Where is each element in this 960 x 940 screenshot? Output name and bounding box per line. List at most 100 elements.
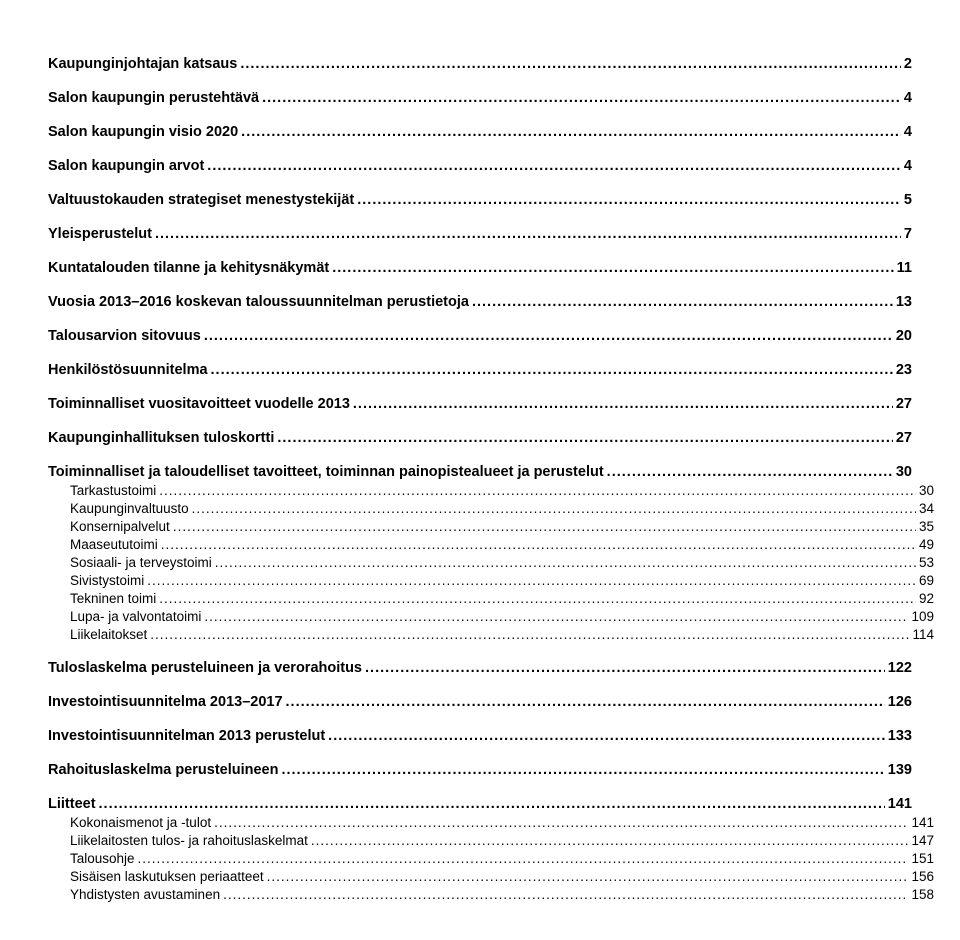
toc-entry-page: 27 — [896, 430, 912, 446]
toc-entry: Talousohje 151 — [48, 851, 934, 866]
toc-entry: Salon kaupungin arvot 4 — [48, 158, 912, 174]
toc-entry: Investointisuunnitelman 2013 perustelut 1… — [48, 728, 912, 744]
toc-dot-leader — [147, 573, 916, 588]
toc-dot-leader — [192, 501, 916, 516]
toc-entry-page: 4 — [904, 158, 912, 174]
toc-entry-label: Toiminnalliset ja taloudelliset tavoitte… — [48, 464, 604, 480]
toc-entry-page: 20 — [896, 328, 912, 344]
toc-entry-label: Sosiaali- ja terveystoimi — [70, 555, 212, 570]
toc-entry-page: 109 — [911, 609, 934, 624]
toc-entry: Liikelaitokset114 — [48, 627, 934, 642]
toc-dot-leader — [161, 537, 916, 552]
toc-dot-leader — [223, 887, 908, 902]
toc-entry-label: Vuosia 2013–2016 koskevan taloussuunnite… — [48, 294, 469, 310]
toc-entry-page: 7 — [904, 226, 912, 242]
toc-dot-leader — [353, 396, 893, 412]
toc-entry-page: 35 — [919, 519, 934, 534]
toc-dot-leader — [472, 294, 893, 310]
toc-entry: Kaupunginjohtajan katsaus2 — [48, 56, 912, 72]
toc-dot-leader — [204, 609, 908, 624]
toc-entry-label: Henkilöstösuunnitelma — [48, 362, 208, 378]
toc-entry-page: 92 — [919, 591, 934, 606]
toc-entry-page: 30 — [919, 483, 934, 498]
toc-dot-leader — [262, 90, 901, 106]
toc-dot-leader — [211, 362, 893, 378]
toc-entry-label: Kaupunginjohtajan katsaus — [48, 56, 237, 72]
toc-entry: Tekninen toimi92 — [48, 591, 934, 606]
toc-entry-page: 34 — [919, 501, 934, 516]
toc-entry: Salon kaupungin visio 2020 4 — [48, 124, 912, 140]
toc-entry: Rahoituslaskelma perusteluineen 139 — [48, 762, 912, 778]
toc-entry: Valtuustokauden strategiset menestysteki… — [48, 192, 912, 208]
toc-entry-page: 69 — [919, 573, 934, 588]
toc-dot-leader — [207, 158, 901, 174]
table-of-contents: Kaupunginjohtajan katsaus2 Salon kaupungi… — [48, 56, 912, 902]
toc-dot-leader — [215, 555, 916, 570]
toc-entry-page: 156 — [911, 869, 934, 884]
toc-dot-leader — [173, 519, 916, 534]
toc-entry: Investointisuunnitelma 2013–2017126 — [48, 694, 912, 710]
toc-dot-leader — [240, 56, 901, 72]
toc-dot-leader — [155, 226, 901, 242]
toc-entry: Salon kaupungin perustehtävä4 — [48, 90, 912, 106]
toc-dot-leader — [281, 762, 884, 778]
toc-entry-label: Tarkastustoimi — [70, 483, 156, 498]
toc-dot-leader — [332, 260, 893, 276]
toc-entry-page: 49 — [919, 537, 934, 552]
toc-entry: Toiminnalliset ja taloudelliset tavoitte… — [48, 464, 912, 480]
toc-entry-page: 23 — [896, 362, 912, 378]
toc-entry: Kaupunginvaltuusto 34 — [48, 501, 934, 516]
toc-entry-label: Valtuustokauden strategiset menestysteki… — [48, 192, 354, 208]
toc-entry-label: Investointisuunnitelman 2013 perustelut — [48, 728, 325, 744]
toc-entry-label: Yhdistysten avustaminen — [70, 887, 220, 902]
toc-entry-page: 122 — [888, 660, 912, 676]
toc-entry-label: Talousarvion sitovuus — [48, 328, 201, 344]
toc-entry-label: Liikelaitokset — [70, 627, 147, 642]
toc-entry: Henkilöstösuunnitelma 23 — [48, 362, 912, 378]
toc-entry-label: Salon kaupungin visio 2020 — [48, 124, 238, 140]
toc-entry-label: Rahoituslaskelma perusteluineen — [48, 762, 278, 778]
toc-entry-label: Salon kaupungin arvot — [48, 158, 204, 174]
toc-dot-leader — [328, 728, 885, 744]
toc-entry-page: 133 — [888, 728, 912, 744]
toc-entry-label: Liikelaitosten tulos- ja rahoituslaskelm… — [70, 833, 308, 848]
toc-dot-leader — [99, 796, 885, 812]
toc-entry-label: Konsernipalvelut — [70, 519, 170, 534]
toc-entry: Liitteet 141 — [48, 796, 912, 812]
toc-entry-page: 147 — [911, 833, 934, 848]
toc-entry: Yleisperustelut 7 — [48, 226, 912, 242]
toc-entry-page: 30 — [896, 464, 912, 480]
toc-dot-leader — [607, 464, 893, 480]
toc-entry-page: 139 — [888, 762, 912, 778]
toc-dot-leader — [138, 851, 909, 866]
toc-entry-label: Kaupunginvaltuusto — [70, 501, 189, 516]
toc-entry-label: Tuloslaskelma perusteluineen ja veroraho… — [48, 660, 362, 676]
toc-dot-leader — [150, 627, 909, 642]
toc-entry-page: 151 — [911, 851, 934, 866]
toc-entry-page: 141 — [888, 796, 912, 812]
toc-entry-page: 13 — [896, 294, 912, 310]
toc-entry: Kuntatalouden tilanne ja kehitysnäkymät1… — [48, 260, 912, 276]
toc-entry-label: Sisäisen laskutuksen periaatteet — [70, 869, 264, 884]
toc-dot-leader — [214, 815, 908, 830]
toc-dot-leader — [204, 328, 893, 344]
toc-entry-page: 27 — [896, 396, 912, 412]
toc-entry: Kokonaismenot ja -tulot141 — [48, 815, 934, 830]
toc-entry: Maaseututoimi49 — [48, 537, 934, 552]
toc-entry-label: Liitteet — [48, 796, 96, 812]
toc-dot-leader — [286, 694, 885, 710]
toc-dot-leader — [311, 833, 909, 848]
toc-entry: Tuloslaskelma perusteluineen ja veroraho… — [48, 660, 912, 676]
toc-entry-page: 158 — [911, 887, 934, 902]
toc-entry: Tarkastustoimi 30 — [48, 483, 934, 498]
toc-entry-page: 4 — [904, 124, 912, 140]
toc-entry-page: 53 — [919, 555, 934, 570]
toc-entry-page: 5 — [904, 192, 912, 208]
toc-entry: Vuosia 2013–2016 koskevan taloussuunnite… — [48, 294, 912, 310]
toc-entry-label: Kaupunginhallituksen tuloskortti — [48, 430, 274, 446]
toc-entry-page: 11 — [897, 260, 912, 276]
toc-entry-label: Talousohje — [70, 851, 135, 866]
toc-entry: Kaupunginhallituksen tuloskortti 27 — [48, 430, 912, 446]
toc-dot-leader — [159, 591, 916, 606]
toc-entry-label: Yleisperustelut — [48, 226, 152, 242]
